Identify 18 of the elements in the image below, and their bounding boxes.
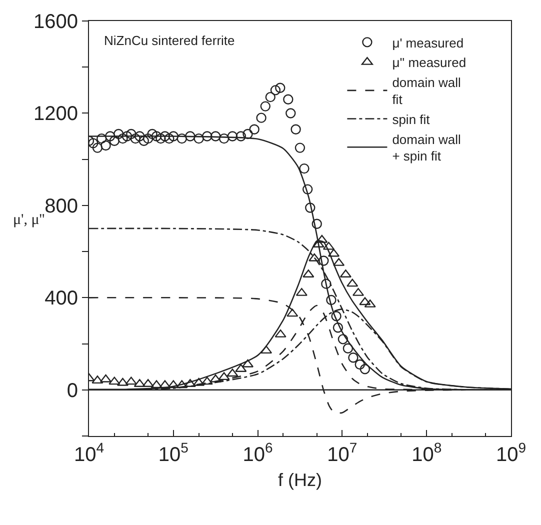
y-tick-label: 400 <box>44 288 78 310</box>
y-tick-label: 0 <box>66 380 78 402</box>
x-tick-label: 10$^{7}$ <box>327 440 358 466</box>
x-tick-label: 10$^{5}$ <box>158 440 189 466</box>
annotation: NiZnCu sintered ferrite <box>104 33 235 48</box>
legend-label: spin fit <box>392 112 430 127</box>
y-tick-label: 1200 <box>34 103 78 126</box>
legend-label: μ'' measured <box>392 55 466 70</box>
y-tick-label: 800 <box>44 195 78 218</box>
y-axis-title: μ', μ'' <box>13 212 45 228</box>
x-tick-label: 10$^{8}$ <box>412 440 442 466</box>
legend-label: μ' measured <box>392 35 464 50</box>
x-tick-label: 10$^{4}$ <box>74 440 104 466</box>
y-tick-label: 1600 <box>34 11 78 33</box>
x-tick-label: 10$^{9}$ <box>496 440 526 466</box>
legend-label: domain wall + spin fit <box>392 132 461 164</box>
x-tick-label: 10$^{6}$ <box>242 440 274 466</box>
x-axis-title: f (Hz) <box>278 470 322 490</box>
